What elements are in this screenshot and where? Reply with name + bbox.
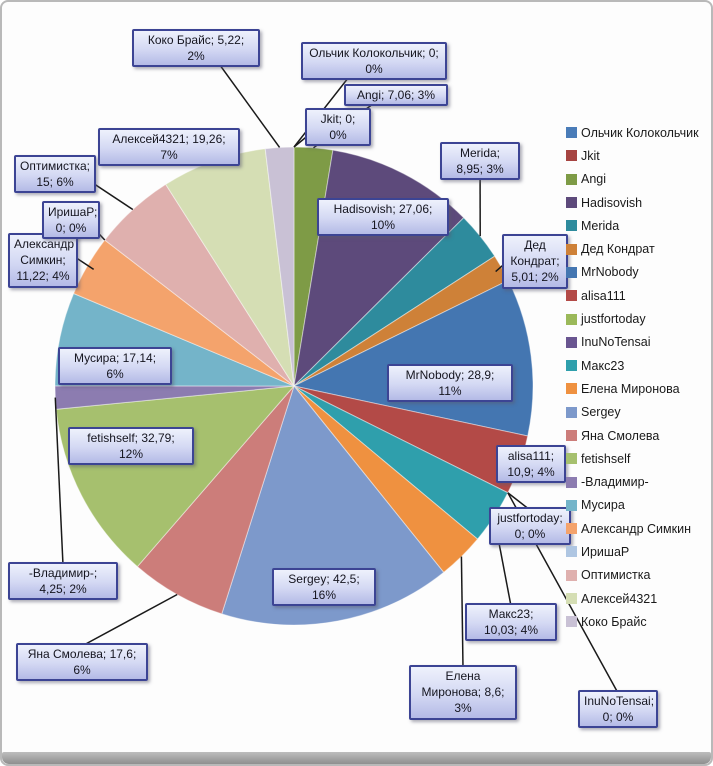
legend-swatch-icon: [566, 383, 577, 395]
legend-label: Angi: [581, 172, 607, 187]
pie-slice-elena-mironova[interactable]: [293, 385, 479, 574]
legend-item-hadisovish[interactable]: Hadisovish: [566, 191, 711, 214]
legend-item-merida[interactable]: Merida: [566, 214, 711, 237]
legend-item-justfortoday[interactable]: justfortoday: [566, 307, 711, 330]
data-label-fetishself[interactable]: fetishself; 32,79; 12%: [68, 427, 194, 466]
data-label-inunotensai[interactable]: InuNoTensai; 0; 0%: [578, 690, 658, 729]
legend-label: Яна Смолева: [581, 428, 660, 443]
data-label-aleksandr-simkin[interactable]: Александр Симкин; 11,22; 4%: [8, 233, 78, 288]
legend-label: fetishself: [581, 451, 631, 466]
legend-item-fetishself[interactable]: fetishself: [566, 447, 711, 470]
legend-label: Оптимистка: [581, 568, 651, 583]
data-label-elena-mironova[interactable]: Елена Миронова; 8,6; 3%: [409, 665, 517, 720]
legend-item-alisa111[interactable]: alisa111: [566, 284, 711, 307]
data-label-alisa111[interactable]: alisa111; 10,9; 4%: [496, 445, 566, 484]
legend-label: alisa111: [581, 288, 626, 303]
leader-line-yana-smoleva: [81, 593, 178, 647]
legend-label: ИришаР: [581, 544, 630, 559]
pie-slice-sergey[interactable]: [221, 384, 445, 626]
data-label-olchik-kolokolchik[interactable]: Ольчик Колокольчик; 0; 0%: [301, 42, 447, 81]
legend-swatch-icon: [566, 546, 577, 558]
legend-item-yana-smoleva[interactable]: Яна Смолева: [566, 424, 711, 447]
legend-swatch-icon: [566, 523, 577, 535]
data-label-maks23[interactable]: Макс23; 10,03; 4%: [465, 603, 557, 642]
legend-swatch-icon: [566, 406, 577, 418]
data-label-vladimir[interactable]: -Владимир-; 4,25; 2%: [8, 562, 118, 601]
data-label-yana-smoleva[interactable]: Яна Смолева; 17,6; 6%: [16, 643, 148, 682]
legend-label: Дед Кондрат: [581, 242, 655, 257]
legend-label: Merida: [581, 218, 620, 233]
data-label-angi[interactable]: Angi; 7,06; 3%: [344, 84, 448, 107]
legend-swatch-icon: [566, 476, 577, 488]
legend-item-jkit[interactable]: Jkit: [566, 144, 711, 167]
pie-slice-koko-brays[interactable]: [264, 146, 295, 387]
legend-item-musira[interactable]: Мусира: [566, 494, 711, 517]
data-label-aleksey4321[interactable]: Алексей4321; 19,26; 7%: [98, 128, 240, 167]
legend-swatch-icon: [566, 290, 577, 302]
legend-label: -Владимир-: [581, 475, 649, 490]
legend-swatch-icon: [566, 243, 577, 255]
legend-item-koko-brays[interactable]: Коко Брайс: [566, 610, 711, 633]
legend-label: Ольчик Колокольчик: [581, 125, 699, 140]
legend-swatch-icon: [566, 593, 577, 605]
legend-item-optimistka[interactable]: Оптимистка: [566, 564, 711, 587]
legend-label: MrNobody: [581, 265, 639, 280]
data-label-merida[interactable]: Merida; 8,95; 3%: [440, 142, 520, 181]
chart-legend: Ольчик Колокольчик Jkit Angi Hadisovish Meri…: [566, 121, 711, 634]
legend-label: InuNoTensai: [581, 335, 651, 350]
data-label-ded-kondrat[interactable]: Дед Кондрат; 5,01; 2%: [502, 234, 568, 289]
legend-label: Мусира: [581, 498, 625, 513]
data-label-jkit[interactable]: Jkit; 0; 0%: [305, 108, 371, 147]
legend-swatch-icon: [566, 150, 577, 162]
window-bottom-edge: [2, 752, 711, 764]
legend-item-elena-mironova[interactable]: Елена Миронова: [566, 377, 711, 400]
legend-item-sergey[interactable]: Sergey: [566, 401, 711, 424]
legend-label: Александр Симкин: [581, 521, 691, 536]
legend-label: Jkit: [581, 148, 600, 163]
data-label-koko-brays[interactable]: Коко Брайс; 5,22; 2%: [132, 29, 260, 68]
legend-swatch-icon: [566, 220, 577, 232]
legend-label: Коко Брайс: [581, 614, 647, 629]
legend-item-inunotensai[interactable]: InuNoTensai: [566, 331, 711, 354]
leader-line-elena-mironova: [460, 556, 464, 669]
legend-item-ded-kondrat[interactable]: Дед Кондрат: [566, 237, 711, 260]
legend-item-mrnobody[interactable]: MrNobody: [566, 261, 711, 284]
legend-swatch-icon: [566, 430, 577, 441]
legend-swatch-icon: [566, 569, 577, 581]
legend-item-vladimir[interactable]: -Владимир-: [566, 470, 711, 493]
data-label-justfortoday[interactable]: justfortoday; 0; 0%: [489, 507, 571, 546]
legend-swatch-icon: [566, 313, 577, 325]
legend-swatch-icon: [566, 197, 577, 209]
legend-item-aleksey4321[interactable]: Алексей4321: [566, 587, 711, 610]
legend-swatch-icon: [566, 336, 577, 348]
legend-swatch-icon: [566, 173, 577, 185]
legend-item-maks23[interactable]: Макс23: [566, 354, 711, 377]
leader-line-vladimir: [54, 397, 64, 566]
data-label-musira[interactable]: Мусира; 17,14; 6%: [58, 347, 172, 386]
legend-item-irishap[interactable]: ИришаР: [566, 540, 711, 563]
data-label-irishap[interactable]: ИришаР; 0; 0%: [42, 201, 100, 240]
legend-swatch-icon: [566, 127, 577, 139]
legend-swatch-icon: [566, 360, 577, 372]
legend-item-olchik-kolokolchik[interactable]: Ольчик Колокольчик: [566, 121, 711, 144]
legend-item-aleksandr-simkin[interactable]: Александр Симкин: [566, 517, 711, 540]
data-label-hadisovish[interactable]: Hadisovish; 27,06; 10%: [317, 198, 449, 237]
legend-item-angi[interactable]: Angi: [566, 168, 711, 191]
legend-label: Елена Миронова: [581, 381, 680, 396]
legend-swatch-icon: [566, 616, 577, 628]
data-label-sergey[interactable]: Sergey; 42,5; 16%: [272, 568, 376, 607]
legend-swatch-icon: [566, 266, 577, 278]
legend-swatch-icon: [566, 453, 577, 465]
legend-label: justfortoday: [581, 312, 646, 327]
legend-label: Алексей4321: [581, 591, 658, 606]
pie-slice-merida[interactable]: [293, 217, 496, 387]
data-label-optimistka[interactable]: Оптимистка; 15; 6%: [14, 155, 96, 194]
legend-label: Hadisovish: [581, 195, 643, 210]
data-label-mrnobody[interactable]: MrNobody; 28,9; 11%: [387, 364, 513, 403]
legend-swatch-icon: [566, 499, 577, 511]
legend-label: Макс23: [581, 358, 625, 373]
legend-label: Sergey: [581, 405, 621, 420]
